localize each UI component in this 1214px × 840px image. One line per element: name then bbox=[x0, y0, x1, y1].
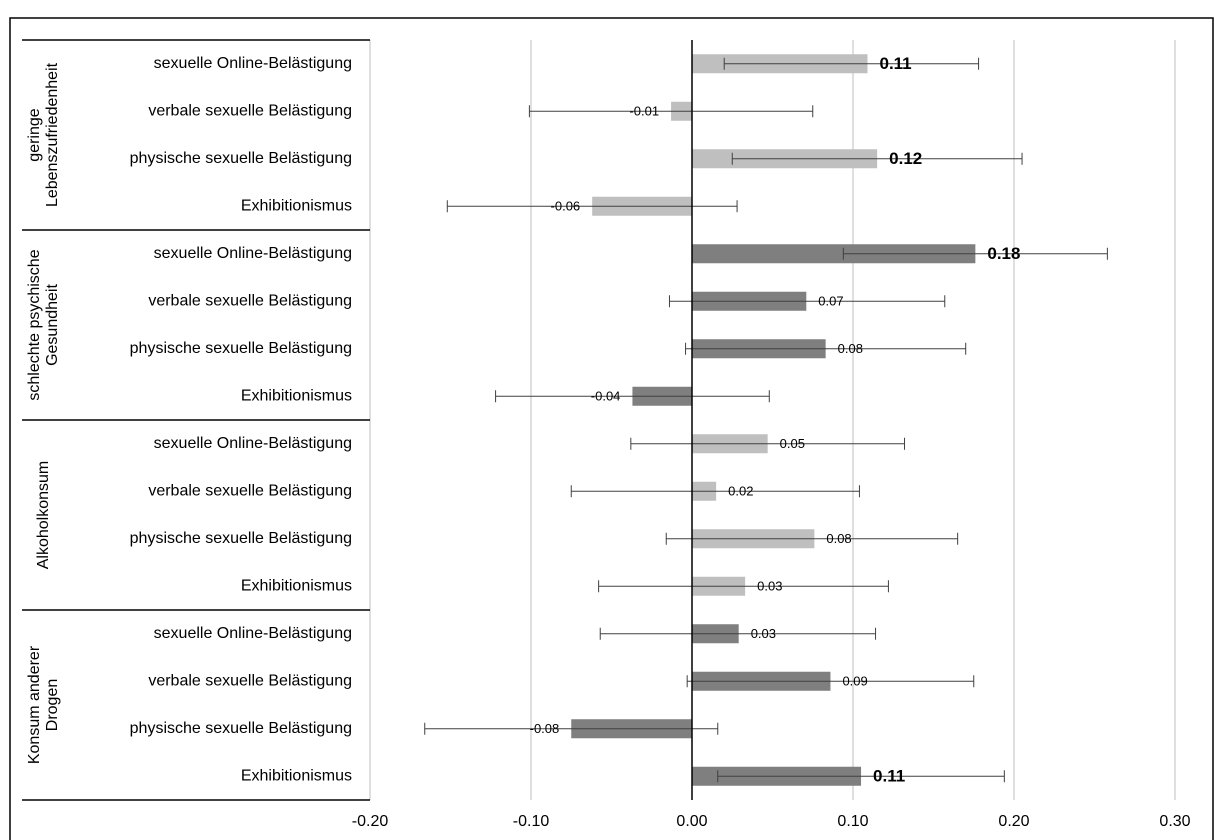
category-label: verbale sexuelle Belästigung bbox=[148, 102, 352, 119]
category-label: sexuelle Online-Belästigung bbox=[154, 435, 352, 452]
x-tick-label: 0.20 bbox=[998, 813, 1029, 830]
category-label: verbale sexuelle Belästigung bbox=[148, 292, 352, 309]
category-label: Exhibitionismus bbox=[241, 577, 352, 594]
category-label: physische sexuelle Belästigung bbox=[130, 340, 352, 357]
category-label: sexuelle Online-Belästigung bbox=[154, 245, 352, 262]
value-label: 0.12 bbox=[889, 149, 922, 168]
group-label-line: Alkoholkonsum bbox=[35, 461, 52, 570]
group-label: Konsum andererDrogen bbox=[26, 645, 61, 764]
category-label: Exhibitionismus bbox=[241, 387, 352, 404]
group-label: geringeLebenszufriedenheit bbox=[26, 62, 61, 207]
category-label: sexuelle Online-Belästigung bbox=[154, 55, 352, 72]
value-label: 0.08 bbox=[826, 531, 851, 546]
x-tick-label: -0.10 bbox=[513, 813, 550, 830]
value-label: 0.07 bbox=[818, 294, 843, 309]
value-label: 0.11 bbox=[879, 54, 911, 73]
group-label-line: Lebenszufriedenheit bbox=[44, 62, 61, 207]
value-label: 0.09 bbox=[842, 674, 867, 689]
group-label: Alkoholkonsum bbox=[35, 461, 52, 570]
category-label: verbale sexuelle Belästigung bbox=[148, 482, 352, 499]
category-label: Exhibitionismus bbox=[241, 197, 352, 214]
value-label: 0.18 bbox=[987, 244, 1020, 263]
group-label-line: Drogen bbox=[44, 679, 61, 731]
value-label: 0.11 bbox=[873, 767, 905, 786]
value-label: 0.05 bbox=[780, 436, 805, 451]
x-tick-label: 0.00 bbox=[676, 813, 707, 830]
category-label: physische sexuelle Belästigung bbox=[130, 150, 352, 167]
value-label: -0.06 bbox=[551, 199, 581, 214]
x-tick-label: 0.30 bbox=[1159, 813, 1190, 830]
value-label: 0.02 bbox=[728, 484, 753, 499]
chart-frame bbox=[9, 17, 1214, 840]
value-label: 0.03 bbox=[757, 579, 782, 594]
category-label: verbale sexuelle Belästigung bbox=[148, 672, 352, 689]
category-label: sexuelle Online-Belästigung bbox=[154, 625, 352, 642]
x-tick-label: -0.20 bbox=[352, 813, 389, 830]
bar bbox=[692, 244, 976, 264]
group-label: schlechte psychischeGesundheit bbox=[26, 249, 61, 400]
value-label: 0.03 bbox=[751, 626, 776, 641]
x-tick-label: 0.10 bbox=[837, 813, 868, 830]
group-label-line: geringe bbox=[26, 108, 43, 161]
group-label-line: schlechte psychische bbox=[26, 249, 43, 400]
value-label: -0.01 bbox=[629, 104, 659, 119]
group-label-line: Konsum anderer bbox=[26, 645, 43, 764]
category-label: physische sexuelle Belästigung bbox=[130, 720, 352, 737]
value-label: 0.08 bbox=[838, 341, 863, 356]
category-label: physische sexuelle Belästigung bbox=[130, 530, 352, 547]
value-label: -0.08 bbox=[530, 721, 560, 736]
category-label: Exhibitionismus bbox=[241, 767, 352, 784]
value-label: -0.04 bbox=[591, 389, 621, 404]
group-label-line: Gesundheit bbox=[44, 284, 61, 366]
